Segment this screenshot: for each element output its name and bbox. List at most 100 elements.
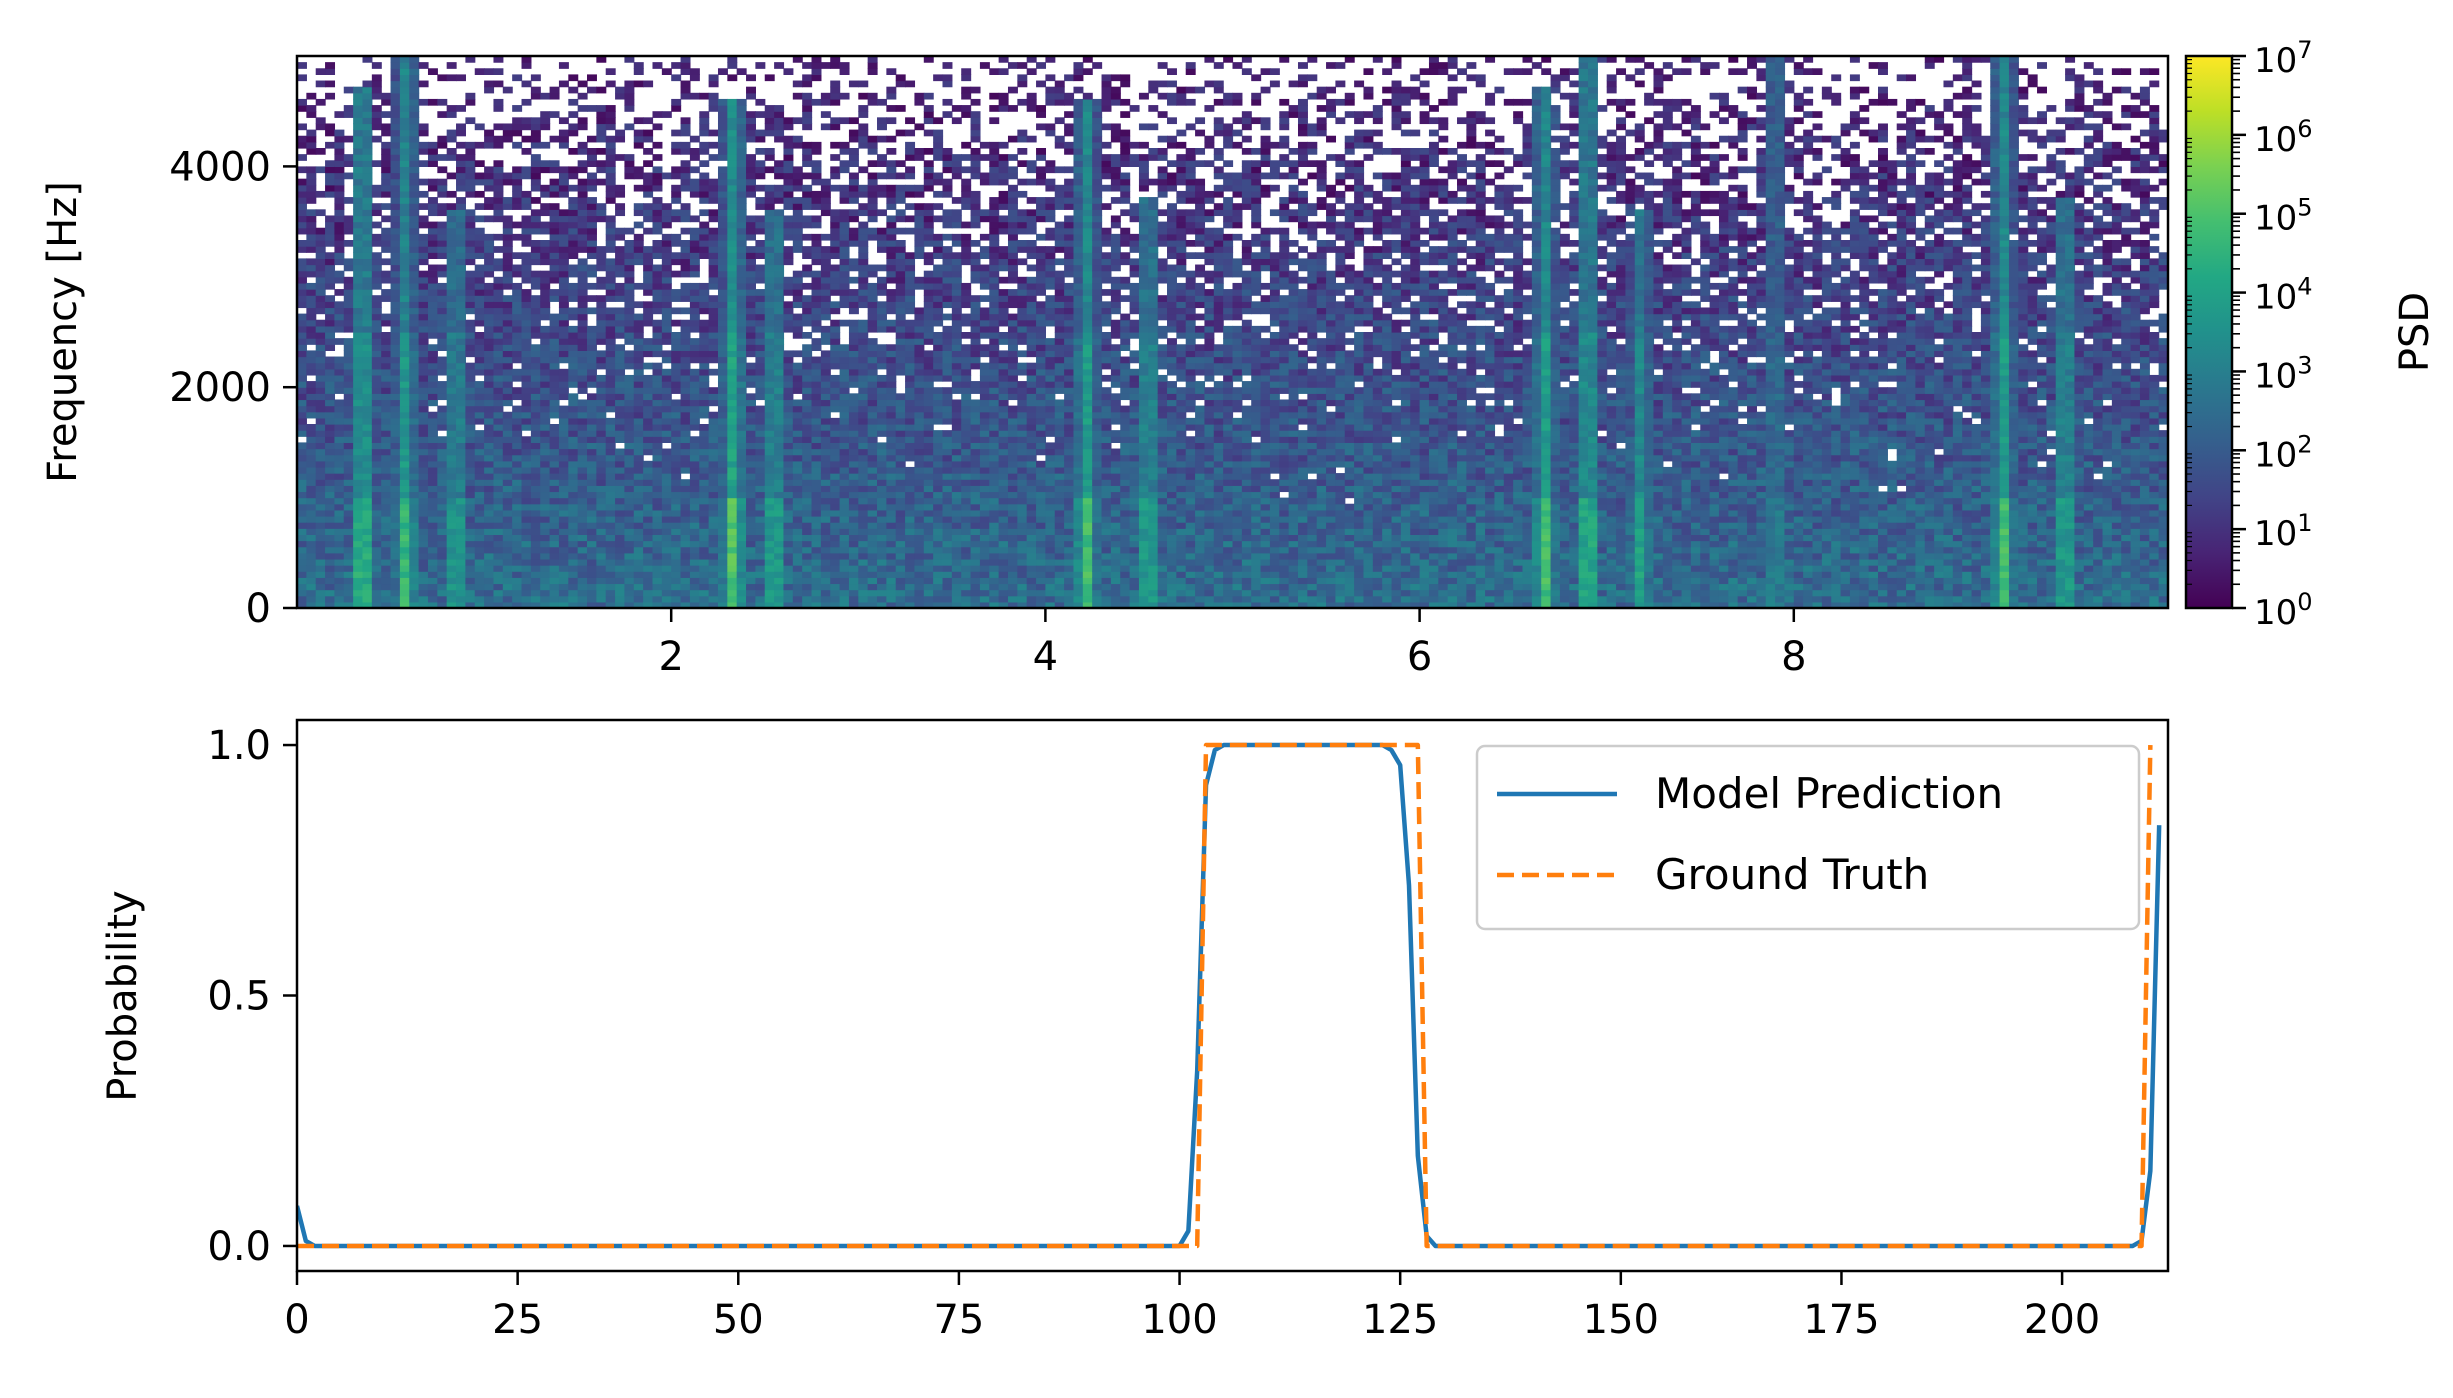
spectrogram-cell — [661, 221, 672, 229]
spectrogram-cell — [792, 503, 803, 511]
spectrogram-cell — [549, 209, 560, 217]
spectrogram-cell — [717, 264, 728, 272]
spectrogram-cell — [596, 350, 607, 358]
spectrogram-cell — [362, 178, 373, 186]
spectrogram-cell — [839, 503, 850, 511]
spectrogram-cell — [306, 534, 317, 542]
spectrogram-cell — [362, 92, 373, 100]
spectrogram-cell — [858, 203, 869, 210]
spectrogram-cell — [671, 442, 682, 450]
spectrogram-cell — [895, 528, 906, 535]
spectrogram-cell — [353, 325, 364, 333]
spectrogram-cell — [558, 276, 569, 284]
spectrogram-cell — [502, 387, 513, 394]
spectrogram-cell — [783, 313, 794, 321]
spectrogram-cell — [465, 601, 476, 608]
spectrogram-cell — [783, 233, 794, 241]
spectrogram-cell — [558, 62, 569, 69]
spectrogram-cell — [680, 399, 691, 407]
spectrogram-cell — [343, 227, 354, 235]
spectrogram-cell — [409, 399, 420, 407]
spectrogram-cell — [633, 387, 644, 394]
spectrogram-cell — [727, 583, 738, 591]
spectrogram-cell — [867, 497, 878, 505]
spectrogram-cell — [577, 540, 588, 548]
spectrogram-cell — [746, 546, 756, 554]
spectrogram-cell — [381, 227, 392, 235]
spectrogram-cell — [839, 301, 850, 309]
spectrogram-cell — [605, 552, 616, 560]
spectrogram-cell — [661, 368, 672, 376]
spectrogram-cell — [830, 344, 841, 351]
spectrogram-cell — [914, 356, 925, 364]
spectrogram-cell — [512, 295, 523, 302]
spectrogram-cell — [390, 387, 401, 394]
spectrogram-cell — [923, 448, 934, 456]
spectrogram-cell — [680, 86, 691, 94]
spectrogram-cell — [839, 374, 850, 382]
spectrogram-cell — [661, 270, 672, 278]
spectrogram-cell — [446, 338, 457, 345]
spectrogram-cell — [437, 289, 448, 296]
spectrogram-cell — [783, 424, 794, 431]
spectrogram-cell — [764, 552, 775, 560]
spectrogram-cell — [605, 227, 616, 235]
spectrogram-cell — [774, 411, 785, 419]
spectrogram-cell — [512, 522, 523, 529]
spectrogram-cell — [399, 270, 410, 278]
spectrogram-cell — [820, 184, 831, 192]
spectrogram-cell — [914, 491, 925, 499]
spectrogram-cell — [325, 178, 336, 186]
spectrogram-cell — [811, 74, 822, 82]
spectrogram-cell — [325, 301, 336, 309]
spectrogram-cell — [521, 117, 532, 125]
spectrogram-cell — [334, 368, 345, 376]
spectrogram-cell — [680, 166, 691, 174]
spectrogram-cell — [886, 546, 897, 554]
spectrogram-cell — [596, 479, 607, 486]
spectrogram-cell — [699, 325, 710, 333]
spectrogram-cell — [371, 160, 382, 167]
spectrogram-cell — [877, 227, 887, 235]
spectrogram-cell — [680, 252, 691, 259]
spectrogram-cell — [530, 172, 541, 180]
spectrogram-cell — [484, 307, 495, 315]
spectrogram-cell — [774, 282, 785, 290]
spectrogram-cell — [914, 595, 925, 603]
spectrogram-cell — [708, 546, 719, 554]
spectrogram-cell — [325, 356, 336, 364]
spectrogram-cell — [558, 233, 569, 241]
spectrogram-cell — [390, 473, 401, 480]
spectrogram-cell — [755, 534, 766, 542]
spectrogram-cell — [717, 258, 728, 266]
spectrogram-cell — [577, 430, 588, 437]
spectrogram-cell — [493, 558, 504, 566]
spectrogram-cell — [774, 123, 785, 131]
spectrogram-cell — [727, 98, 738, 106]
spectrogram-cell — [792, 552, 803, 560]
spectrogram-cell — [689, 479, 700, 486]
spectrogram-cell — [315, 601, 326, 608]
spectrogram-cell — [727, 381, 738, 388]
spectrogram-cell — [568, 454, 579, 462]
spectrogram-cell — [652, 282, 663, 290]
spectrogram-cell — [633, 595, 644, 603]
spectrogram-cell — [399, 577, 410, 585]
spectrogram-cell — [699, 117, 710, 125]
spectrogram-cell — [587, 485, 597, 493]
spectrogram-cell — [895, 491, 906, 499]
spectrogram-cell — [746, 528, 756, 535]
spectrogram-cell — [362, 546, 373, 554]
spectrogram-cell — [502, 307, 513, 315]
spectrogram-cell — [858, 595, 869, 603]
spectrogram-cell — [343, 485, 354, 493]
spectrogram-cell — [671, 381, 682, 388]
spectrogram-cell — [297, 368, 307, 376]
spectrogram-cell — [858, 528, 869, 535]
spectrogram-cell — [905, 264, 916, 272]
spectrogram-cell — [848, 80, 859, 88]
spectrogram-cell — [474, 448, 485, 456]
spectrogram-cell — [699, 503, 710, 511]
spectrogram-cell — [474, 516, 485, 523]
spectrogram-cell — [820, 381, 831, 388]
